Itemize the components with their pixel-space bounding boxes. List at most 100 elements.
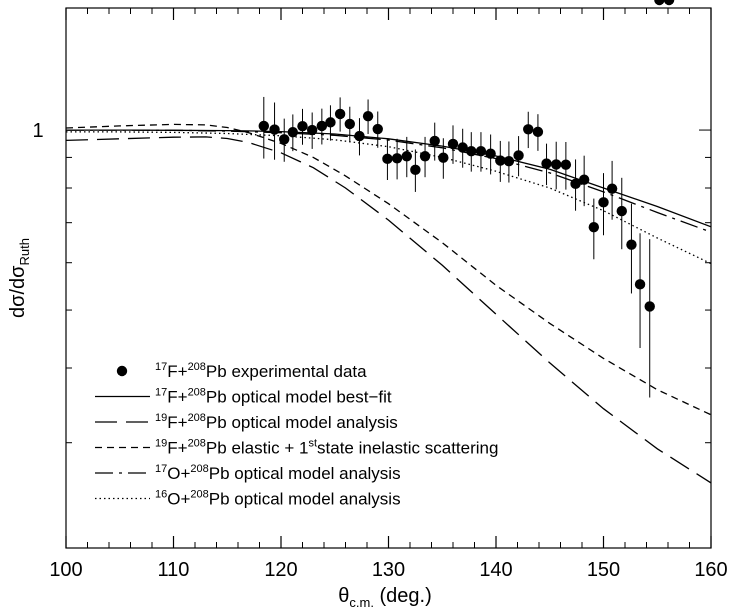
legend-text-part: 19 xyxy=(155,412,167,424)
legend-marker xyxy=(116,365,128,377)
legend-text-part: 16 xyxy=(155,489,167,501)
legend-label-f19inel: 19F+208Pb elastic + 1ststate inelastic s… xyxy=(155,438,498,458)
legend-text-part: F+ xyxy=(167,439,187,458)
legend-text-part: F+ xyxy=(167,388,187,407)
data-point xyxy=(588,221,600,233)
legend-text-part: 17 xyxy=(155,361,167,373)
legend-label-o16om: 16O+208Pb optical model analysis xyxy=(155,489,401,509)
data-point xyxy=(316,120,328,132)
data-point xyxy=(401,151,412,162)
legend-text-part: 208 xyxy=(190,489,208,501)
tick-labels: 100 110 120 130 140 150 160 1 xyxy=(32,120,727,581)
data-point xyxy=(513,150,524,161)
data-point xyxy=(419,151,431,162)
data-point xyxy=(654,0,665,6)
x-tick-label: 130 xyxy=(372,559,405,581)
x-axis-unit: (deg.) xyxy=(374,585,432,607)
data-point xyxy=(410,164,421,176)
data-point xyxy=(541,158,552,169)
legend-label-data: 17F+208Pb experimental data xyxy=(155,361,367,381)
x-tick-label: 120 xyxy=(264,559,297,581)
data-point xyxy=(503,155,515,167)
data-point xyxy=(258,120,269,132)
data-point xyxy=(466,145,477,157)
data-point xyxy=(391,153,403,164)
curve-f19inel xyxy=(66,123,711,416)
data-point xyxy=(372,123,383,135)
experimental-data-points xyxy=(258,0,675,398)
data-point xyxy=(560,159,572,170)
legend-label-bestfit: 17F+208Pb optical model best−fit xyxy=(155,387,392,407)
legend-text-part: state inelastic scattering xyxy=(317,439,498,458)
legend-text-part: Pb optical model best−fit xyxy=(206,388,392,407)
data-point xyxy=(616,205,627,217)
legend-text-part: 19 xyxy=(155,438,167,450)
legend-text-part: 17 xyxy=(155,387,167,399)
curve-o17om xyxy=(66,129,711,233)
data-point xyxy=(457,142,468,153)
data-point xyxy=(438,152,449,163)
data-point xyxy=(334,108,346,120)
y-tick-label: 1 xyxy=(32,120,43,142)
data-point xyxy=(523,124,534,135)
x-tick-label: 110 xyxy=(158,559,190,581)
data-point xyxy=(532,126,544,138)
data-point xyxy=(634,279,646,290)
data-point xyxy=(306,124,318,136)
curve-bestfit xyxy=(66,129,711,228)
curve-o16om xyxy=(66,131,711,265)
data-point xyxy=(598,197,609,208)
data-point xyxy=(578,174,590,185)
legend-text-part: 208 xyxy=(188,438,206,450)
x-tick-label: 100 xyxy=(49,559,82,581)
legend-text-part: F+ xyxy=(167,413,187,432)
legend-text-part: 17 xyxy=(155,463,167,475)
legend-text-part: Pb optical model analysis xyxy=(209,490,401,509)
data-point xyxy=(382,153,393,165)
legend-text-part: Pb optical model analysis xyxy=(209,464,401,483)
axis-ticks xyxy=(65,8,712,549)
x-axis-symbol: θ xyxy=(338,585,349,607)
x-axis-subscript: c.m. xyxy=(349,595,374,610)
x-tick-label: 160 xyxy=(694,559,727,581)
data-point xyxy=(429,135,440,147)
data-point xyxy=(354,130,365,142)
legend-text-part: O+ xyxy=(167,490,190,509)
legend-text-part: 208 xyxy=(188,387,206,399)
data-point xyxy=(663,0,675,6)
legend-text-part: Pb experimental data xyxy=(206,362,367,381)
legend-text-part: Pb optical model analysis xyxy=(206,413,398,432)
data-point xyxy=(279,134,290,145)
data-point xyxy=(269,124,280,135)
data-point xyxy=(344,118,355,130)
data-point xyxy=(551,159,562,170)
legend-text-part: O+ xyxy=(167,464,190,483)
data-point xyxy=(626,239,637,250)
y-axis-subscript: Ruth xyxy=(17,238,32,265)
data-point xyxy=(447,138,459,150)
data-point xyxy=(644,301,655,312)
legend-text-part: Pb elastic + 1 xyxy=(206,439,309,458)
x-tick-label: 150 xyxy=(587,559,620,581)
x-axis-label: θc.m. (deg.) xyxy=(338,585,432,610)
legend-text-part: 208 xyxy=(188,361,206,373)
data-point xyxy=(297,120,308,132)
legend-text-part: F+ xyxy=(167,362,187,381)
data-point xyxy=(606,183,618,194)
legend-label-f19om: 19F+208Pb optical model analysis xyxy=(155,412,398,432)
legend-text-part: 208 xyxy=(188,412,206,424)
legend-label-o17om: 17O+208Pb optical model analysis xyxy=(155,463,401,483)
legend-text-part: 208 xyxy=(190,463,208,475)
data-point xyxy=(362,110,374,122)
x-tick-label: 140 xyxy=(479,559,512,581)
y-axis-main: dσ/dσ xyxy=(7,265,29,318)
legend-text-part: st xyxy=(308,438,317,450)
data-point xyxy=(475,145,487,157)
data-point xyxy=(325,117,336,128)
curve-f19om xyxy=(66,136,711,484)
y-axis-label: dσ/dσRuth xyxy=(7,238,32,318)
data-point xyxy=(485,148,496,159)
data-point xyxy=(570,178,581,190)
